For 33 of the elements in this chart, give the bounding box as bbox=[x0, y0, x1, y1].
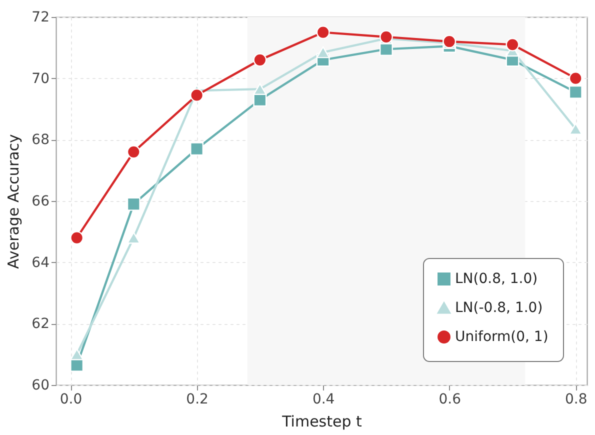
x-tick-label: 0.6 bbox=[438, 392, 462, 408]
point bbox=[70, 348, 84, 360]
y-tick-label: 66 bbox=[32, 194, 50, 210]
point bbox=[126, 232, 140, 244]
point bbox=[316, 46, 330, 58]
point bbox=[70, 231, 84, 245]
y-tick-label: 68 bbox=[32, 132, 50, 148]
point bbox=[253, 53, 267, 67]
y-tick-label: 70 bbox=[32, 70, 50, 87]
y-tick-label: 60 bbox=[32, 378, 50, 394]
x-tick-label: 0.8 bbox=[565, 392, 588, 408]
point bbox=[316, 26, 330, 40]
point bbox=[506, 38, 520, 52]
legend-label: Uniform(0, 1) bbox=[455, 329, 548, 345]
point bbox=[126, 197, 140, 211]
x-tick-label: 0.0 bbox=[60, 392, 82, 408]
y-tick-label: 64 bbox=[32, 254, 50, 271]
point bbox=[190, 142, 204, 156]
legend-label: LN(0.8, 1.0) bbox=[455, 271, 538, 287]
y-tick-label: 72 bbox=[32, 10, 50, 26]
point bbox=[253, 83, 267, 95]
point bbox=[568, 85, 582, 99]
x-axis-title: Timestep t bbox=[281, 412, 362, 430]
point bbox=[70, 358, 84, 372]
point bbox=[190, 88, 204, 102]
point bbox=[568, 123, 582, 135]
point bbox=[126, 145, 140, 159]
x-tick-label: 0.2 bbox=[186, 392, 208, 408]
y-tick-label: 62 bbox=[32, 316, 50, 332]
legend-label: LN(-0.8, 1.0) bbox=[455, 300, 543, 316]
y-axis-title: Average Accuracy bbox=[4, 134, 23, 269]
x-tick-label: 0.4 bbox=[312, 392, 335, 408]
point bbox=[568, 72, 582, 86]
